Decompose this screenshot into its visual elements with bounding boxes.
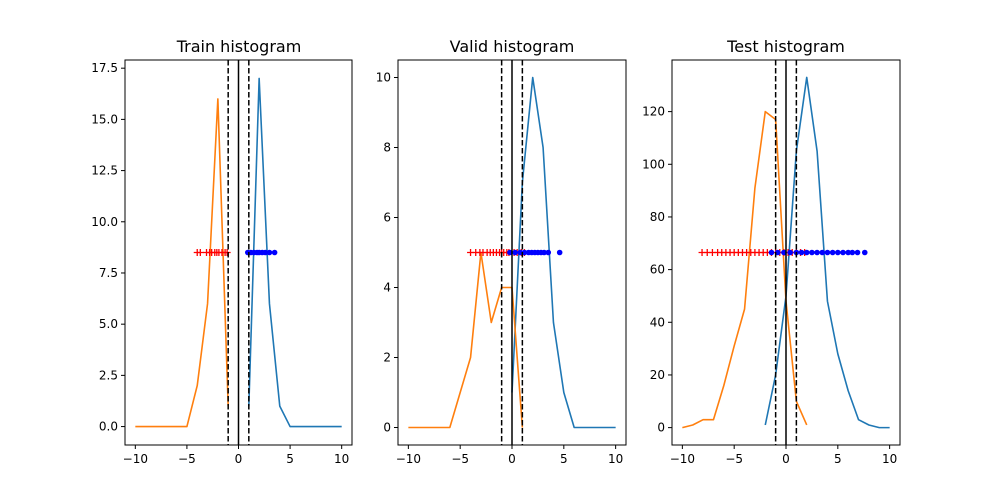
test-title: Test histogram	[726, 37, 845, 56]
valid-xtick-label-4: 10	[608, 452, 623, 466]
train-negative-marker-1	[196, 249, 204, 256]
test-positive-marker-0	[768, 249, 775, 256]
valid-ytick-label-5: 10	[376, 71, 391, 85]
test-ytick-label-2: 40	[650, 315, 665, 329]
test-positive-marker-12	[835, 249, 841, 256]
test-xtick-label-1: −5	[725, 452, 743, 466]
test-positive-marker-10	[824, 249, 831, 256]
valid-xtick-label-2: 0	[508, 452, 516, 466]
test-positive-marker-16	[854, 249, 861, 256]
test-positive-marker-7	[809, 249, 815, 256]
train-title: Train histogram	[176, 37, 302, 56]
train-ytick-label-7: 17.5	[91, 61, 118, 75]
test-xtick-label-4: 10	[882, 452, 897, 466]
train-positive-marker-6	[262, 249, 269, 256]
valid-plot-area: −10 −5 0 5 10 0 2 4 6 8 10	[376, 59, 627, 466]
train-series-line-1	[135, 98, 229, 428]
valid-title: Valid histogram	[450, 37, 575, 56]
test-positive-marker-9	[819, 249, 826, 256]
test-ytick-label-5: 100	[642, 157, 665, 171]
valid-positive-marker-9	[541, 249, 547, 256]
subplot-valid: Valid histogram −10 −5 0 5 10 0 2 4 6 8 10	[376, 37, 627, 466]
test-positive-marker-13	[840, 249, 846, 256]
test-xtick-label-2: 0	[782, 452, 790, 466]
test-positive-marker-15	[849, 249, 856, 256]
test-positive-marker-14	[845, 249, 851, 256]
train-positive-marker-7	[266, 249, 273, 256]
train-ytick-label-2: 5.0	[99, 317, 118, 331]
test-positive-marker-5	[798, 249, 805, 256]
test-positive-marker-8	[814, 249, 820, 256]
valid-ytick-label-4: 8	[383, 141, 391, 155]
valid-positive-marker-1	[512, 249, 518, 256]
train-negative-marker-10	[223, 249, 231, 256]
train-ytick-label-6: 15.0	[91, 112, 118, 126]
test-ytick-label-1: 20	[650, 368, 665, 382]
subplot-train: Train histogram −10 −5 0 5 10 0.0 2.5 5.0 7.5 10.…	[91, 37, 353, 466]
valid-positive-marker-10	[545, 249, 552, 256]
valid-ytick-label-3: 6	[383, 211, 391, 225]
test-positive-marker-17	[861, 249, 868, 256]
valid-ytick-label-0: 0	[383, 421, 391, 435]
train-ytick-label-5: 12.5	[91, 164, 118, 178]
valid-xtick-label-0: −10	[396, 452, 421, 466]
train-xtick-label-2: 0	[235, 452, 243, 466]
train-xtick-label-3: 5	[286, 452, 294, 466]
train-ytick-label-0: 0.0	[99, 420, 118, 434]
test-xtick-label-3: 5	[834, 452, 842, 466]
valid-positive-marker-11	[556, 249, 563, 256]
valid-xtick-label-3: 5	[560, 452, 568, 466]
train-xtick-label-0: −10	[123, 452, 148, 466]
valid-series-line-1	[408, 251, 524, 429]
test-ytick-label-3: 60	[650, 263, 665, 277]
train-positive-marker-8	[271, 249, 278, 256]
train-xtick-label-4: 10	[334, 452, 349, 466]
train-ytick-label-3: 7.5	[99, 266, 118, 280]
test-positive-marker-6	[803, 249, 810, 256]
test-ytick-label-0: 0	[657, 421, 665, 435]
train-plot-area: −10 −5 0 5 10 0.0 2.5 5.0 7.5 10.0 12.5 15.0 17.5	[91, 59, 353, 466]
test-ytick-label-4: 80	[650, 210, 665, 224]
train-series-line-0	[248, 77, 342, 428]
valid-xtick-label-1: −5	[451, 452, 469, 466]
valid-series-line-0	[511, 76, 616, 429]
valid-ytick-label-2: 4	[383, 281, 391, 295]
test-ytick-label-6: 120	[642, 105, 665, 119]
valid-ytick-label-1: 2	[383, 351, 391, 365]
train-ytick-label-1: 2.5	[99, 368, 118, 382]
train-xtick-label-1: −5	[178, 452, 196, 466]
test-xtick-label-0: −10	[670, 452, 695, 466]
test-positive-marker-11	[829, 249, 836, 256]
test-positive-marker-3	[787, 249, 793, 256]
train-ytick-label-4: 10.0	[91, 215, 118, 229]
